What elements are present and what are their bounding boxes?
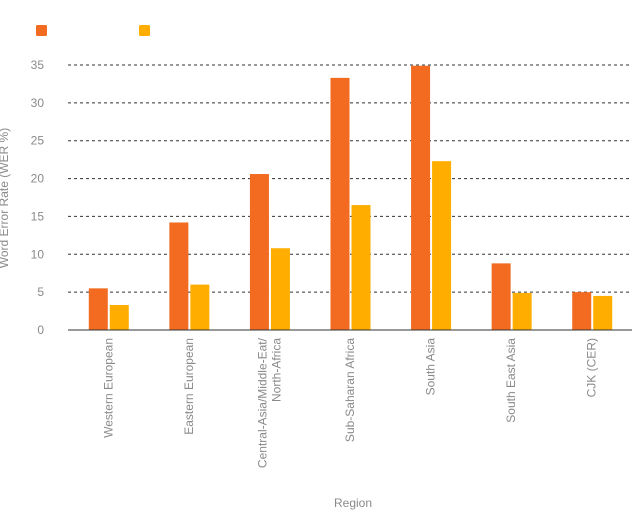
legend-swatch-2 [139,25,150,36]
x-tick-label-line: South East Asia [504,338,518,423]
bars [88,65,613,330]
x-tick-label: South East Asia [504,338,518,423]
x-axis-title: Region [334,496,372,510]
y-tick-label: 30 [31,96,45,110]
x-tick-label: Central-Asia/Middle-Eat/North-Africa [255,337,283,468]
y-tick-label: 20 [31,172,45,186]
y-tick-label: 5 [37,285,44,299]
x-tick-label: Sub-Saharan Africa [343,338,357,442]
bar-series-2 [593,295,613,330]
x-axis-ticks: Western European Eastern European Central-… [101,337,598,468]
bar-series-1 [491,263,511,330]
bar-series-2 [190,284,210,330]
bar-group [169,222,210,330]
x-tick-label-line: CJK (CER) [585,338,599,397]
legend [36,25,150,36]
bar-group [249,174,290,330]
bar-series-2 [109,305,129,330]
y-tick-label: 10 [31,247,45,261]
bar-series-2 [351,205,371,330]
x-tick-label-line: Eastern European [182,338,196,435]
y-tick-label: 35 [31,58,45,72]
gridlines [68,64,632,293]
bar-series-2 [270,248,290,330]
x-tick-label: Western European [101,338,115,438]
x-tick-label-line: South Asia [424,338,438,396]
x-tick-label: South Asia [424,338,438,396]
y-tick-label: 0 [37,323,44,337]
bar-series-1 [249,174,269,330]
bar-group [330,77,371,330]
y-tick-label: 15 [31,209,45,223]
y-tick-label: 25 [31,134,45,148]
bar-series-1 [411,65,431,330]
bar-series-2 [432,161,452,330]
bar-group [88,288,129,330]
bar-group [491,263,532,330]
bar-series-1 [330,77,350,330]
bar-group [411,65,452,330]
bar-series-1 [572,292,592,330]
bar-series-2 [512,292,532,330]
bar-series-1 [169,222,189,330]
bar-group [572,292,613,330]
x-tick-label: Eastern European [182,338,196,435]
y-axis-title: Word Error Rate (WER %) [0,128,11,268]
legend-swatch-1 [36,25,47,36]
x-tick-label-line: Central-Asia/Middle-Eat/ [255,337,269,468]
x-tick-label: CJK (CER) [585,338,599,397]
x-tick-label-line: Western European [101,338,115,438]
x-tick-label-line: North-Africa [269,338,283,402]
x-tick-label-line: Sub-Saharan Africa [343,338,357,442]
bar-series-1 [88,288,108,330]
y-axis-ticks: 0 5 10 15 20 25 30 35 [31,58,45,337]
